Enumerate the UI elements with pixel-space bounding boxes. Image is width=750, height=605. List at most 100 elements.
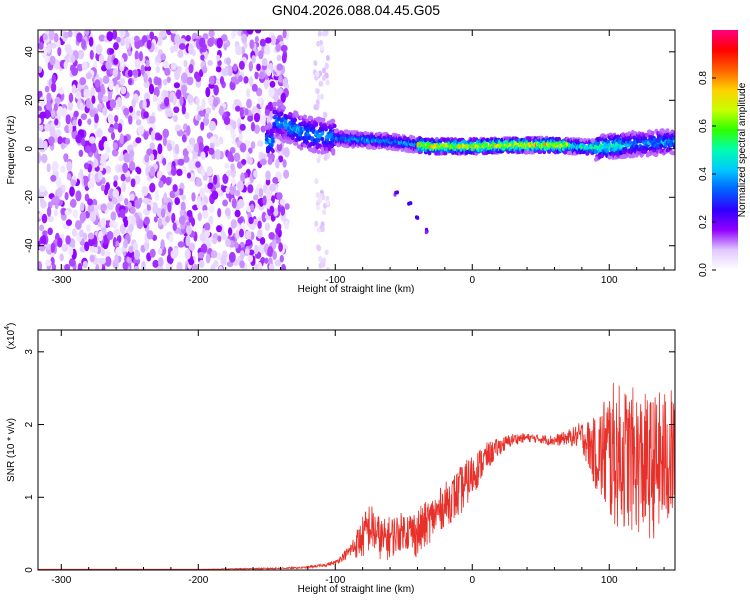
x-tick-label: 0 xyxy=(469,275,475,286)
spectrogram-cell xyxy=(98,34,106,42)
spectrogram-cell xyxy=(63,31,70,39)
spectrogram-cell xyxy=(248,216,254,225)
spectrogram-cell xyxy=(208,147,215,155)
spectrogram-cell xyxy=(39,224,45,232)
spectrogram-cell xyxy=(202,204,208,213)
spectrogram-cell xyxy=(207,182,214,190)
spectrogram-cell xyxy=(115,246,122,257)
spectrogram-cell xyxy=(316,157,321,164)
spectrogram-cell xyxy=(49,55,56,66)
spectrogram-cell xyxy=(185,235,191,247)
spectrogram-cell xyxy=(56,187,63,198)
snr-frame xyxy=(37,329,676,571)
spectrogram-x-label: Height of straight line (km) xyxy=(298,284,415,295)
spectrogram-cell xyxy=(113,180,118,188)
spectrogram-cell xyxy=(251,83,258,92)
snr-multiplier-close: ) xyxy=(6,323,17,326)
spectrogram-cell xyxy=(72,209,79,219)
spectrogram-cell xyxy=(64,191,69,201)
spectrogram-cell xyxy=(167,143,172,152)
y-tick-label: -40 xyxy=(24,238,35,253)
spectrogram-cell xyxy=(172,184,178,192)
spectrogram-cell xyxy=(127,78,133,86)
spectrogram-cell xyxy=(250,231,255,241)
spectrogram-cell xyxy=(63,61,69,70)
spectrogram-cell xyxy=(276,54,282,62)
spectrogram-cell xyxy=(42,33,48,41)
spectrogram-cell xyxy=(269,80,276,88)
spectrogram-cell xyxy=(82,260,88,269)
spectrogram-cell xyxy=(79,246,86,253)
spectrogram-cell xyxy=(94,79,101,88)
spectrogram-cell xyxy=(309,115,314,121)
spectrogram-cell xyxy=(217,235,222,242)
spectrogram-cell xyxy=(672,144,675,149)
spectrogram-cell xyxy=(316,226,321,233)
spectrogram-cell xyxy=(188,258,195,266)
spectrogram-cell xyxy=(53,32,59,43)
spectrogram-cell xyxy=(174,197,181,206)
spectrogram-cell xyxy=(106,230,114,241)
spectrogram-cell xyxy=(234,189,241,197)
spectrogram-cell xyxy=(269,205,275,214)
spectrogram-cell xyxy=(81,61,88,71)
spectrogram-cell xyxy=(77,49,85,60)
spectrogram-cell xyxy=(303,114,307,119)
spectrogram-cell xyxy=(71,67,79,76)
spectrogram-cell xyxy=(324,63,329,70)
spectrogram-cell xyxy=(259,114,266,125)
spectrogram-cell xyxy=(42,140,48,151)
spectrogram-cell xyxy=(227,151,233,162)
spectrogram-cell xyxy=(154,190,160,202)
spectrogram-cell xyxy=(335,128,339,133)
spectrogram-cell xyxy=(263,79,269,90)
spectrogram-cell xyxy=(152,259,160,268)
spectrogram-cell xyxy=(162,136,167,147)
spectrogram-cell xyxy=(320,131,325,136)
spectrogram-cell xyxy=(315,88,320,95)
spectrogram-cell xyxy=(269,183,276,192)
colorbar-gradient xyxy=(712,30,738,270)
spectrogram-cell xyxy=(229,184,237,195)
spectrogram-cell xyxy=(156,152,162,163)
spectrogram-cell xyxy=(151,201,159,213)
spectrogram-cell xyxy=(320,226,325,233)
spectrogram-cell xyxy=(208,30,215,38)
spectrogram-cell xyxy=(84,241,90,252)
spectrogram-cell xyxy=(176,168,183,177)
spectrogram-cell xyxy=(76,32,83,43)
spectrogram-cell xyxy=(95,44,103,55)
spectrogram-cell xyxy=(212,237,218,245)
spectrogram-cell xyxy=(133,265,139,270)
spectrogram-cell xyxy=(41,213,48,224)
spectrogram-cell xyxy=(208,205,215,214)
spectrogram-cell xyxy=(163,96,170,107)
spectrogram-cell xyxy=(53,209,58,217)
spectrogram-cell xyxy=(46,92,52,102)
spectrogram-cell xyxy=(225,169,232,177)
spectrogram-cell xyxy=(198,69,204,78)
spectrogram-cell xyxy=(106,31,114,42)
spectrogram-cell xyxy=(269,143,274,148)
spectrogram-cell xyxy=(132,69,139,76)
spectrogram-cell xyxy=(280,44,288,52)
spectrogram-cell xyxy=(192,263,198,270)
spectrogram-cell xyxy=(281,53,287,64)
spectrogram-cell xyxy=(77,118,82,127)
spectrogram-cell xyxy=(672,131,675,136)
spectrogram-cell xyxy=(167,110,174,117)
spectrogram-cell xyxy=(208,75,215,85)
spectrogram-cell xyxy=(284,203,290,210)
spectrogram-cell xyxy=(265,178,271,186)
snr-multiplier-exponent: 4 xyxy=(4,326,11,330)
spectrogram-cell xyxy=(120,173,126,182)
spectrogram-cell xyxy=(157,217,163,227)
spectrogram-cell xyxy=(271,239,277,250)
spectrogram-cell xyxy=(207,37,214,48)
spectrogram-cell xyxy=(123,218,129,228)
spectrogram-cell xyxy=(142,197,150,205)
spectrogram-cell xyxy=(226,57,231,66)
spectrogram-cell xyxy=(169,93,174,103)
spectrogram-cell xyxy=(144,65,152,72)
spectrogram-cell xyxy=(119,133,124,144)
